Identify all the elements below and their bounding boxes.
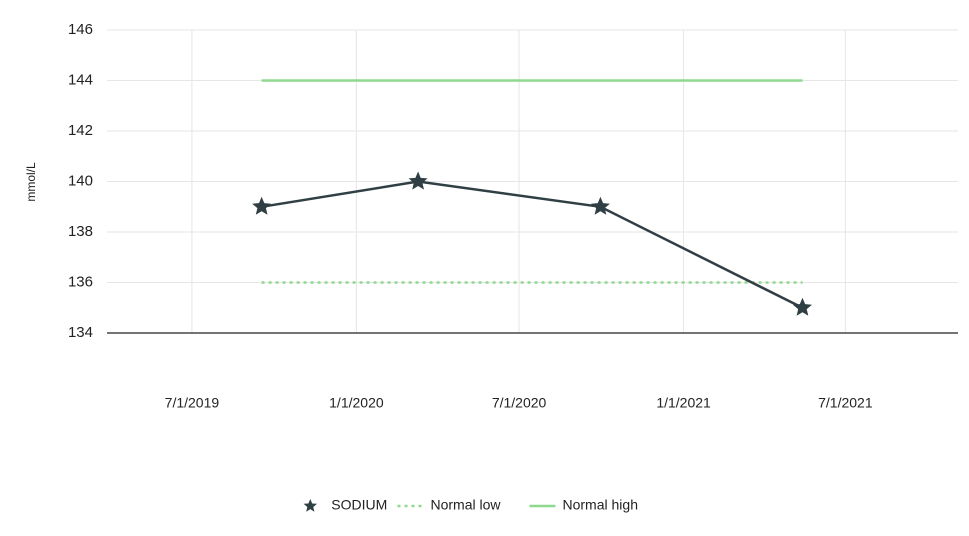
legend-label: SODIUM	[331, 497, 387, 513]
legend-marker	[303, 499, 317, 512]
y-tick-label: 134	[68, 324, 93, 341]
y-tick-label: 140	[68, 172, 93, 189]
point-marker	[590, 196, 610, 215]
y-axis-label: mmol/L	[24, 162, 38, 202]
y-tick-label: 136	[68, 273, 93, 290]
y-tick-label: 138	[68, 223, 93, 240]
point-marker	[792, 297, 812, 316]
y-tick-label: 146	[68, 21, 93, 38]
x-tick-label: 1/1/2021	[656, 395, 711, 411]
x-tick-label: 1/1/2020	[329, 395, 384, 411]
series-line	[261, 180, 804, 309]
legend-label: Normal high	[563, 497, 638, 513]
x-tick-label: 7/1/2020	[492, 395, 547, 411]
legend-label: Normal low	[431, 497, 502, 513]
point-marker	[252, 196, 272, 215]
x-tick-label: 7/1/2021	[818, 395, 873, 411]
point-marker	[408, 171, 428, 190]
y-tick-label: 144	[68, 71, 93, 88]
x-tick-label: 7/1/2019	[165, 395, 220, 411]
y-tick-label: 142	[68, 122, 93, 139]
